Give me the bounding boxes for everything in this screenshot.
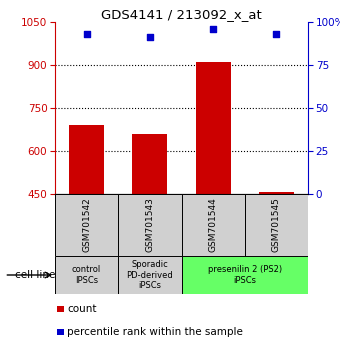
Text: percentile rank within the sample: percentile rank within the sample [67, 327, 243, 337]
Title: GDS4141 / 213092_x_at: GDS4141 / 213092_x_at [101, 8, 262, 21]
Bar [182, 194, 245, 256]
Text: presenilin 2 (PS2)
iPSCs: presenilin 2 (PS2) iPSCs [208, 265, 282, 285]
Bar [57, 329, 64, 335]
Text: control
IPSCs: control IPSCs [72, 265, 101, 285]
Bar [196, 62, 231, 194]
Bar [182, 256, 308, 294]
Bar [259, 192, 294, 194]
Bar [245, 194, 308, 256]
Text: count: count [67, 304, 97, 314]
Text: GSM701544: GSM701544 [209, 198, 218, 252]
Text: GSM701542: GSM701542 [82, 198, 91, 252]
Text: GSM701543: GSM701543 [146, 198, 154, 252]
Text: cell line: cell line [15, 270, 55, 280]
Point [84, 31, 89, 37]
Bar [69, 125, 104, 194]
Point [274, 31, 279, 37]
Bar [57, 306, 64, 312]
Bar [118, 194, 182, 256]
Text: GSM701545: GSM701545 [272, 198, 281, 252]
Bar [133, 134, 167, 194]
Point [210, 26, 216, 32]
Point [147, 35, 153, 40]
Bar [55, 256, 118, 294]
Bar [55, 194, 118, 256]
Bar [118, 256, 182, 294]
Text: Sporadic
PD-derived
iPSCs: Sporadic PD-derived iPSCs [126, 260, 173, 290]
